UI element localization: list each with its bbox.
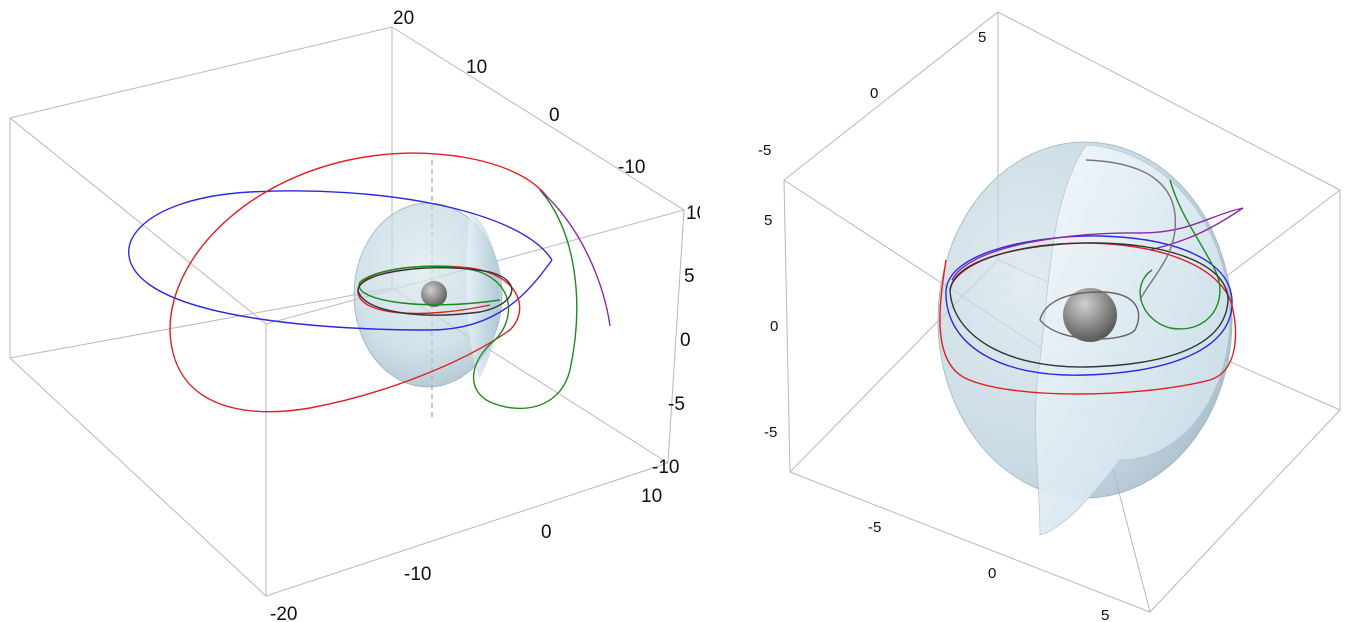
- left-box-top: [9, 26, 686, 325]
- right-curve-gray-upper: [1085, 159, 1177, 301]
- left-curve-purple: [539, 189, 611, 327]
- right-plot-svg: 5 0 -5 5 0 -5 -5 0 5: [758, 11, 1341, 622]
- left-curve-red: [169, 152, 549, 413]
- right-curve-black: [949, 242, 1229, 368]
- right-curve-purple: [951, 207, 1244, 281]
- left-3d-plot[interactable]: 20 10 0 -10 10 5 0 -5 -10 -20 -10 0 10: [0, 0, 700, 622]
- left-y-tick-3: -10: [618, 157, 645, 178]
- right-y-tick-0: 5: [978, 29, 986, 46]
- left-x-ticks: -20 -10 0 10: [270, 486, 662, 622]
- left-x-tick-3: 10: [641, 486, 662, 507]
- left-z-tick-4: -10: [652, 457, 679, 478]
- left-plot-svg: 20 10 0 -10 10 5 0 -5 -10 -20 -10 0 10: [9, 8, 700, 622]
- left-bounding-box: [9, 26, 686, 598]
- right-x-tick-0: -5: [868, 519, 881, 536]
- left-z-tick-3: -5: [668, 394, 685, 415]
- right-central-sphere: [1063, 288, 1117, 342]
- left-x-tick-2: 0: [541, 522, 552, 543]
- right-x-tick-2: 5: [1101, 607, 1109, 622]
- left-curve-blue: [128, 190, 553, 331]
- right-z-tick-2: -5: [764, 424, 777, 441]
- right-curve-gray-inner: [1039, 291, 1140, 340]
- left-x-tick-1: -10: [404, 564, 431, 585]
- right-3d-plot[interactable]: 5 0 -5 5 0 -5 -5 0 5: [740, 0, 1356, 622]
- left-curve-black: [357, 267, 513, 316]
- left-z-tick-0: 10: [686, 203, 700, 224]
- left-x-tick-0: -20: [270, 604, 297, 622]
- left-y-tick-1: 10: [466, 57, 487, 78]
- right-curve-green: [1139, 179, 1221, 330]
- left-y-tick-2: 0: [549, 105, 560, 126]
- left-z-tick-1: 5: [684, 266, 695, 287]
- left-z-tick-2: 0: [680, 330, 691, 351]
- left-y-tick-0: 20: [393, 8, 414, 29]
- right-x-ticks: -5 0 5: [868, 519, 1109, 622]
- right-z-tick-1: 0: [770, 318, 778, 335]
- left-central-sphere: [421, 281, 447, 307]
- left-y-ticks: 20 10 0 -10: [393, 8, 645, 178]
- right-z-ticks: 5 0 -5: [764, 212, 778, 441]
- right-box-front-left: [783, 179, 1151, 613]
- right-curves: [939, 159, 1244, 395]
- left-box-back-left: [9, 27, 393, 359]
- right-x-tick-1: 0: [988, 565, 996, 582]
- right-y-tick-1: 0: [870, 85, 878, 102]
- left-box-front-left: [9, 118, 267, 598]
- right-y-tick-2: -5: [758, 142, 771, 159]
- right-z-tick-0: 5: [764, 212, 772, 229]
- right-y-ticks: 5 0 -5: [758, 29, 986, 159]
- left-curves: [128, 152, 611, 413]
- left-z-ticks: 10 5 0 -5 -10: [652, 203, 700, 478]
